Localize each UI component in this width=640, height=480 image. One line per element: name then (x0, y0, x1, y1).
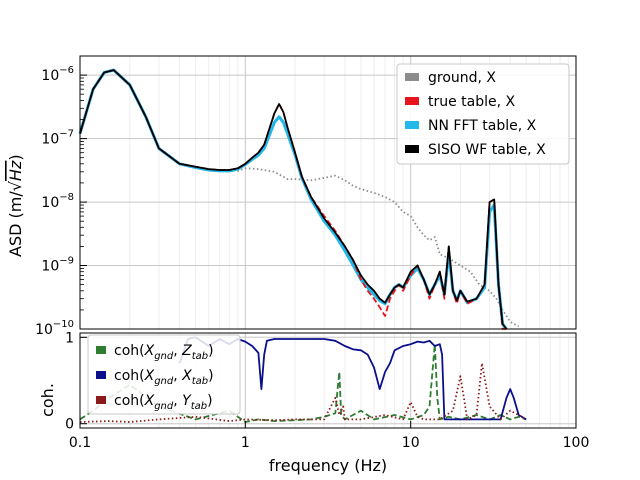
asd-legend-label: ground, X (428, 70, 496, 86)
asd-y-ticks: 10−610−710−810−910−10 (35, 55, 87, 338)
coh-y-tick-label: 1 (65, 330, 74, 346)
x-tick-label: 0.1 (69, 435, 91, 451)
coh-legend-var: X (181, 368, 192, 384)
asd-y-tick-mantissa: 10 (35, 322, 53, 338)
asd-y-tick-exponent: −10 (53, 319, 74, 330)
asd-legend-frame (396, 63, 570, 165)
asd-frame (79, 55, 577, 330)
asd-y-axis-label-sqrt-sign: √ (6, 180, 25, 191)
coh-x-ticks: 0.1 1 10 100 (69, 421, 590, 451)
asd-y-tick-label: 10−9 (41, 256, 74, 275)
coh-series-line (79, 343, 527, 423)
coh-legend-text: coh( (114, 343, 145, 359)
asd-y-axis-label-close: ) (6, 154, 25, 160)
coh-y-ticks: 01 (65, 330, 87, 433)
asd-panel: 10−610−710−810−910−10 ASD (m/√Hz) ground… (6, 55, 577, 338)
coh-legend-sub: tab (191, 401, 207, 412)
coh-y-axis-label: coh. (38, 383, 57, 417)
coh-legend-sub: tab (192, 376, 208, 387)
asd-grid (79, 56, 577, 330)
asd-legend-label: SISO WF table, X (428, 142, 546, 158)
coh-legend-sub: gnd (154, 401, 174, 412)
asd-y-tick-mantissa: 10 (41, 259, 59, 275)
asd-series-group (78, 68, 520, 330)
coh-legend-text: ) (208, 368, 213, 384)
asd-legend-swatch (405, 97, 419, 105)
x-axis-label: frequency (Hz) (269, 456, 387, 475)
coh-legend-label: coh(Xgnd, Ytab) (114, 393, 213, 412)
coh-legend-text: coh( (114, 393, 145, 409)
coh-legend-text: , (173, 368, 182, 384)
asd-y-tick-exponent: −7 (59, 129, 74, 140)
asd-y-tick-mantissa: 10 (41, 195, 59, 211)
coh-legend-var: Y (182, 393, 192, 409)
x-tick-label: 100 (563, 435, 590, 451)
coh-legend-text: coh( (114, 368, 145, 384)
coh-legend-var: X (144, 368, 155, 384)
asd-y-tick-mantissa: 10 (41, 132, 59, 148)
coh-legend-swatch (96, 396, 106, 404)
asd-series-line (79, 69, 508, 330)
coh-series-line (178, 336, 527, 421)
asd-y-axis-label: ASD (m/√Hz) (6, 154, 25, 257)
asd-legend-swatch (405, 145, 419, 153)
coh-legend-sub: gnd (154, 376, 174, 387)
asd-y-tick-label: 10−8 (41, 192, 74, 211)
coh-legend-swatch (96, 346, 106, 354)
asd-legend-swatch (405, 73, 419, 81)
coh-legend-text: , (173, 343, 182, 359)
coh-y-tick-label: 0 (65, 417, 74, 433)
asd-legend-label: true table, X (428, 94, 516, 110)
coh-legend-frame (87, 334, 241, 415)
coh-legend-sub: gnd (154, 351, 174, 362)
asd-y-tick-exponent: −9 (59, 256, 74, 267)
coh-legend-text: ) (207, 393, 212, 409)
asd-y-tick-mantissa: 10 (41, 68, 59, 84)
coh-legend: coh(Xgnd, Ztab)coh(Xgnd, Xtab)coh(Xgnd, … (87, 334, 241, 415)
asd-y-tick-label: 10−10 (35, 319, 74, 338)
asd-legend: ground, X true table, X NN FFT table, X SIS… (396, 63, 570, 165)
coh-legend-label: coh(Xgnd, Ztab) (114, 343, 214, 362)
coh-legend-swatch (96, 371, 106, 379)
asd-y-tick-exponent: −8 (59, 192, 74, 203)
coh-legend-var: X (144, 343, 155, 359)
x-tick-label: 10 (402, 435, 420, 451)
coherence-panel: 01 0.1 1 10 100 coh. frequency (Hz) coh(Xgn… (38, 330, 589, 475)
coh-legend-label: coh(Xgnd, Xtab) (114, 368, 214, 387)
asd-y-tick-label: 10−7 (41, 129, 74, 148)
coh-legend-text: , (173, 393, 182, 409)
asd-y-tick-exponent: −6 (59, 65, 74, 76)
asd-y-axis-label-main: ASD (m/ (6, 191, 25, 257)
asd-y-axis-label-hz: Hz (6, 160, 25, 181)
asd-legend-swatch (405, 121, 419, 129)
coh-series-group (79, 336, 527, 423)
asd-y-tick-label: 10−6 (41, 65, 74, 84)
coh-legend-var: X (144, 393, 155, 409)
coh-legend-sub: tab (192, 351, 208, 362)
coh-legend-var: Z (181, 343, 192, 359)
x-tick-label: 1 (241, 435, 250, 451)
coh-frame (79, 332, 577, 429)
coh-legend-text: ) (208, 343, 213, 359)
asd-legend-label: NN FFT table, X (428, 118, 537, 134)
